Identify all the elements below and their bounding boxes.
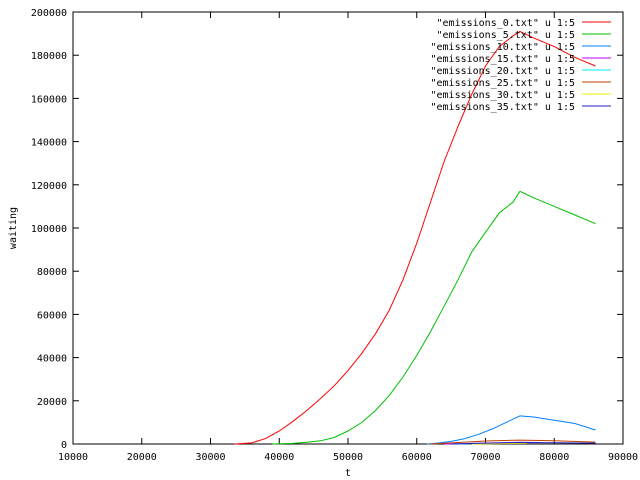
legend-label: "emissions_30.txt" u 1:5 [431, 90, 576, 101]
y-tick-label: 20000 [37, 397, 67, 408]
legend-label: "emissions_35.txt" u 1:5 [431, 102, 576, 113]
x-tick-label: 70000 [470, 452, 500, 463]
y-tick-label: 0 [61, 440, 67, 451]
y-tick-label: 100000 [31, 224, 67, 235]
series-line [430, 439, 596, 445]
legend-label: "emissions_0.txt" u 1:5 [437, 18, 575, 29]
legend-label: "emissions_15.txt" u 1:5 [431, 54, 576, 65]
x-tick-label: 50000 [333, 452, 363, 463]
legend-label: "emissions_5.txt" u 1:5 [437, 30, 575, 41]
y-tick-label: 120000 [31, 181, 67, 192]
axis-ticks: 10000 20000 30000 40000 50000 60000 70000 80000… [31, 8, 638, 463]
legend-label: "emissions_20.txt" u 1:5 [431, 66, 576, 77]
series-line [234, 30, 596, 445]
y-tick-label: 180000 [31, 51, 67, 62]
y-axis-label: waiting [8, 207, 19, 249]
y-tick-label: 160000 [31, 94, 67, 105]
y-tick-label: 60000 [37, 310, 67, 321]
x-tick-label: 30000 [195, 452, 225, 463]
x-tick-label: 80000 [539, 452, 569, 463]
series-line [471, 442, 527, 445]
x-tick-label: 60000 [402, 452, 432, 463]
series-line [451, 441, 596, 445]
y-tick-label: 80000 [37, 267, 67, 278]
legend: "emissions_0.txt" u 1:5"emissions_5.txt"… [431, 18, 611, 113]
legend-label: "emissions_25.txt" u 1:5 [431, 78, 576, 89]
x-tick-label: 20000 [127, 452, 157, 463]
y-tick-label: 40000 [37, 354, 67, 365]
series-lines [234, 30, 596, 445]
x-tick-label: 10000 [58, 452, 88, 463]
y-tick-label: 200000 [31, 8, 67, 19]
x-tick-label: 40000 [264, 452, 294, 463]
x-axis-label: t [345, 468, 351, 479]
series-line [272, 190, 596, 445]
y-tick-label: 140000 [31, 138, 67, 149]
x-tick-label: 90000 [608, 452, 638, 463]
series-line [427, 415, 596, 445]
legend-label: "emissions_10.txt" u 1:5 [431, 42, 576, 53]
